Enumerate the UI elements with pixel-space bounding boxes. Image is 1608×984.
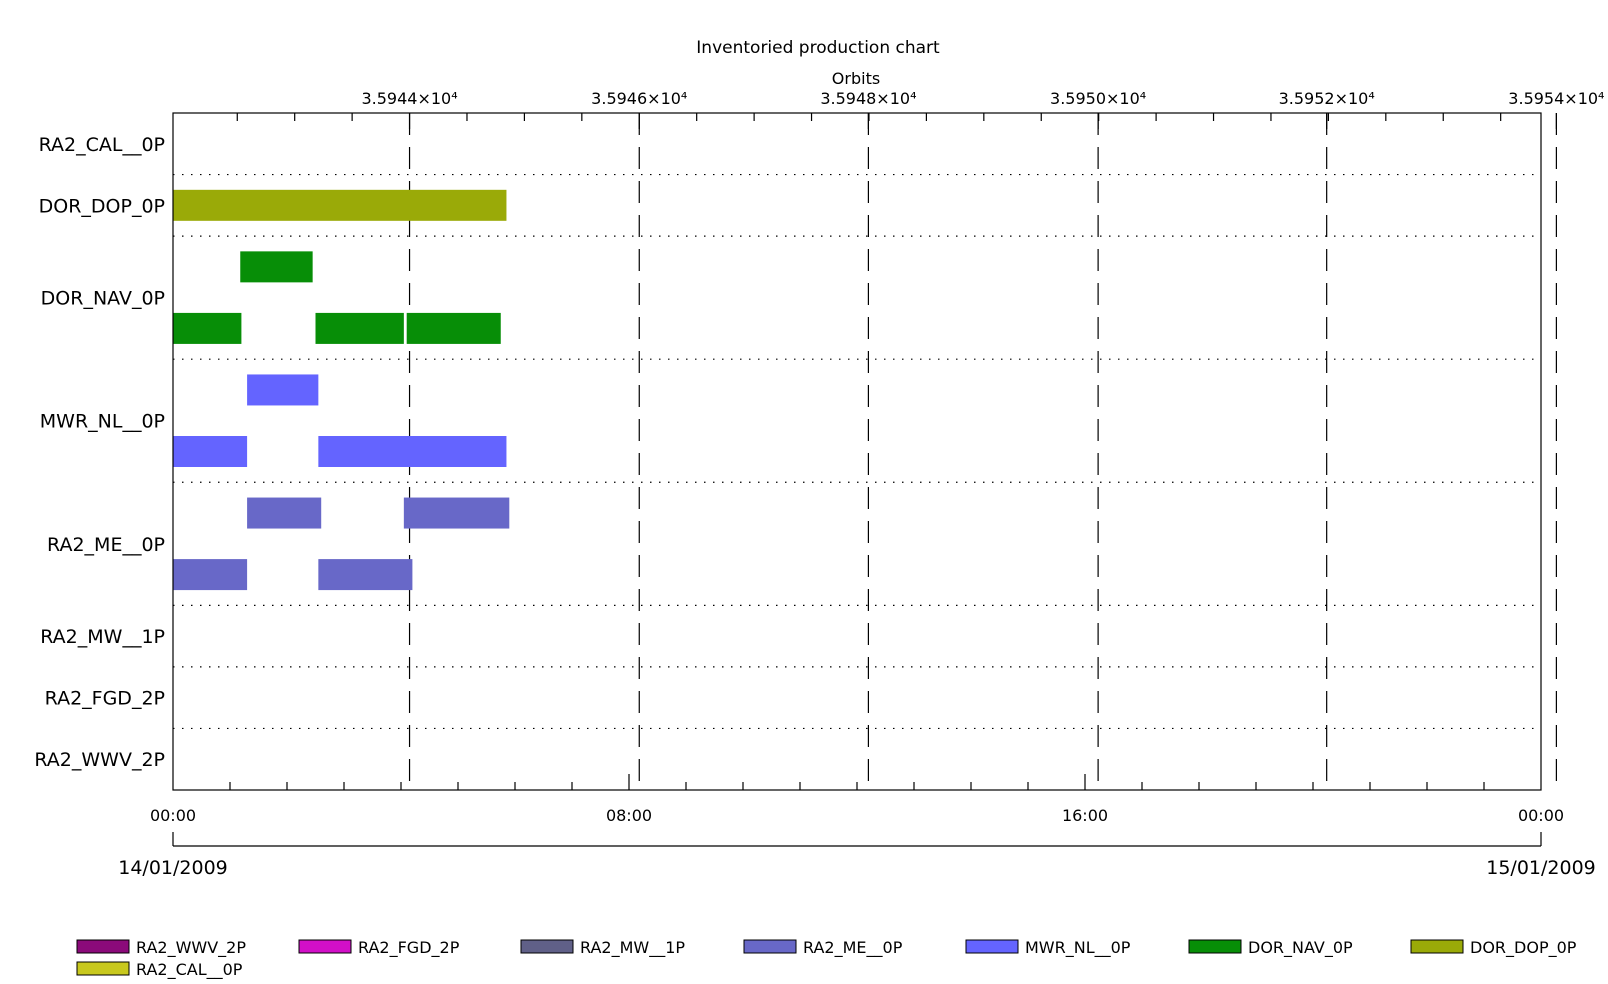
production-bar xyxy=(173,436,248,467)
legend-swatch xyxy=(76,961,130,976)
legend-swatch xyxy=(520,939,574,954)
production-bar xyxy=(318,559,413,591)
legend-label: RA2_CAL__0P xyxy=(136,960,243,980)
production-bar xyxy=(406,312,501,344)
top-tick-label: 3.5944×10⁴ xyxy=(361,89,457,108)
top-tick-label: 3.5948×10⁴ xyxy=(820,89,916,108)
bars-layer xyxy=(173,189,510,591)
legend-swatch xyxy=(1410,939,1464,954)
row-label: RA2_MW__1P xyxy=(40,626,165,648)
production-bar xyxy=(318,436,507,467)
legend: RA2_WWV_2P RA2_FGD_2P RA2_MW__1P RA2_ME__0P… xyxy=(76,938,1577,980)
production-bar xyxy=(240,251,313,283)
legend-label: DOR_NAV_0P xyxy=(1248,938,1353,958)
top-tick-label: 3.5946×10⁴ xyxy=(591,89,687,108)
legend-label: RA2_MW__1P xyxy=(580,938,685,958)
row-label: RA2_ME__0P xyxy=(47,534,165,556)
row-label: RA2_CAL__0P xyxy=(39,134,165,156)
row-label: DOR_NAV_0P xyxy=(41,288,165,310)
row-label: MWR_NL__0P xyxy=(40,411,165,433)
row-label: RA2_WWV_2P xyxy=(34,749,165,771)
legend-label: DOR_DOP_0P xyxy=(1470,938,1577,958)
legend-label: RA2_ME__0P xyxy=(803,938,903,958)
bottom-axis: 00:00 08:00 16:00 00:00 14/01/2009 15/01… xyxy=(118,774,1596,879)
legend-label: MWR_NL__0P xyxy=(1025,938,1131,958)
production-bar xyxy=(403,497,510,529)
legend-swatch xyxy=(298,939,352,954)
row-label: RA2_FGD_2P xyxy=(45,688,165,710)
start-date-label: 14/01/2009 xyxy=(118,857,228,879)
x-tick-label-mid: 08:00 xyxy=(606,806,652,825)
production-bar xyxy=(173,189,507,221)
production-bar xyxy=(173,559,248,591)
x-tick-label-end: 00:00 xyxy=(1518,806,1564,825)
legend-label: RA2_FGD_2P xyxy=(358,938,460,958)
chart-title: Inventoried production chart xyxy=(696,38,940,58)
top-tick-label: 3.5952×10⁴ xyxy=(1279,89,1375,108)
top-axis-label: Orbits xyxy=(832,69,880,88)
legend-swatch xyxy=(1188,939,1242,954)
x-tick-label-mid2: 16:00 xyxy=(1062,806,1108,825)
grid-lines xyxy=(173,113,1557,790)
legend-swatch xyxy=(965,939,1019,954)
row-label: DOR_DOP_0P xyxy=(39,195,165,217)
legend-label: RA2_WWV_2P xyxy=(136,938,246,958)
production-bar xyxy=(315,312,404,344)
x-tick-label-start: 00:00 xyxy=(150,806,196,825)
legend-swatch xyxy=(743,939,797,954)
top-tick-label: 3.5950×10⁴ xyxy=(1050,89,1146,108)
top-axis: 3.5944×10⁴ 3.5946×10⁴ 3.5948×10⁴ 3.5950×10⁴… xyxy=(236,89,1604,129)
row-labels: RA2_CAL__0P DOR_DOP_0P DOR_NAV_0P MWR_NL__0… xyxy=(34,134,165,771)
legend-swatch xyxy=(76,939,130,954)
production-bar xyxy=(173,312,242,344)
production-bar xyxy=(247,374,319,406)
top-tick-label: 3.5954×10⁴ xyxy=(1508,89,1604,108)
end-date-label: 15/01/2009 xyxy=(1486,857,1596,879)
production-bar xyxy=(247,497,322,529)
